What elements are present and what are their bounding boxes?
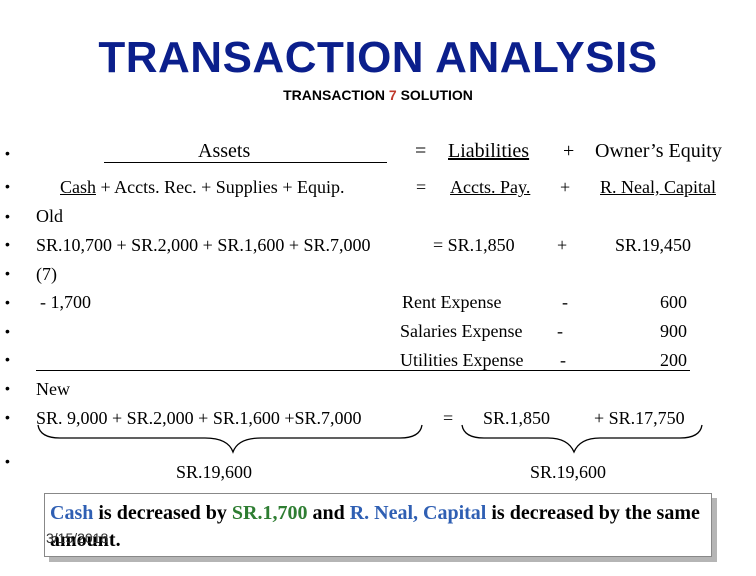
bullet: • <box>5 323 10 339</box>
bullet: • <box>5 208 10 224</box>
assets-heading: Assets <box>198 140 251 162</box>
explanation-box <box>44 493 712 557</box>
new-label: New <box>36 379 70 399</box>
expense-sign: - <box>562 292 568 312</box>
summation-rule <box>36 370 690 371</box>
new-capital: + SR.17,750 <box>594 408 685 428</box>
accounts-plus: + <box>560 177 571 197</box>
account-capital: R. Neal, Capital <box>600 177 716 197</box>
old-label: Old <box>36 206 63 226</box>
note-text-3: is decreased by the same amount. <box>50 502 700 551</box>
bullet: • <box>5 380 10 396</box>
note-amount: SR.1,700 <box>231 502 308 524</box>
note-capital: R. Neal, Capital <box>349 502 487 524</box>
bullet: • <box>5 409 10 425</box>
assets-underline <box>104 162 387 163</box>
owners-equity-heading: Owner’s Equity <box>595 140 722 162</box>
liabilities-heading: Liabilities <box>448 140 530 162</box>
slide-subtitle: TRANSACTION 7 SOLUTION <box>0 87 756 103</box>
bullet: • <box>5 145 10 161</box>
note-cash: Cash <box>50 502 94 524</box>
expense-sign: - <box>557 321 563 341</box>
expense-name: Salaries Expense <box>400 321 523 341</box>
note-text-1: is decreased by <box>93 502 232 524</box>
expense-amount: 900 <box>660 321 687 341</box>
slide-date: 3/15/2018 <box>46 530 109 546</box>
total-assets: SR.19,600 <box>176 462 253 482</box>
account-accts-pay: Accts. Pay. <box>450 177 531 197</box>
explanation-text: Cash is decreased by SR.1,700 and R. Nea… <box>50 500 710 554</box>
equation-plus: + <box>563 140 575 162</box>
equation-equals: = <box>415 140 427 162</box>
bullet: • <box>5 265 10 281</box>
new-equals: = <box>443 408 454 428</box>
new-assets: SR. 9,000 + SR.2,000 + SR.1,600 +SR.7,00… <box>36 408 362 428</box>
expense-sign: - <box>560 350 566 370</box>
expense-amount: 200 <box>660 350 687 370</box>
bullet: • <box>5 453 10 469</box>
left-brace <box>37 424 423 454</box>
account-equip: + Equip. <box>282 177 345 197</box>
old-liabilities: = SR.1,850 <box>433 235 515 255</box>
expense-amount: 600 <box>660 292 687 312</box>
expense-name: Rent Expense <box>402 292 502 312</box>
transaction-label: (7) <box>36 264 57 284</box>
bullet: • <box>5 236 10 252</box>
bullet: • <box>5 351 10 367</box>
accounts-row: Cash + Accts. Rec. + Supplies + Equip. <box>60 177 344 198</box>
old-assets: SR.10,700 + SR.2,000 + SR.1,600 + SR.7,0… <box>36 235 371 255</box>
new-liabilities: SR.1,850 <box>483 408 551 428</box>
slide-title: TRANSACTION ANALYSIS <box>98 33 658 82</box>
old-plus: + <box>557 235 568 255</box>
note-text-2: and <box>307 502 350 524</box>
account-cash: Cash <box>60 177 96 197</box>
subtitle-suffix: SOLUTION <box>400 87 473 103</box>
subtitle-number: 7 <box>388 87 397 103</box>
account-supplies: + Supplies <box>201 177 278 197</box>
total-liabilities-equity: SR.19,600 <box>530 462 607 482</box>
accounts-equals: = <box>416 177 427 197</box>
old-capital: SR.19,450 <box>615 235 692 255</box>
subtitle-prefix: TRANSACTION <box>283 87 385 103</box>
bullet: • <box>5 178 10 194</box>
account-accts-rec: + Accts. Rec. <box>100 177 197 197</box>
expense-name: Utilities Expense <box>400 350 524 370</box>
right-brace <box>461 424 703 454</box>
transaction-cash: - 1,700 <box>40 292 91 312</box>
bullet: • <box>5 294 10 310</box>
